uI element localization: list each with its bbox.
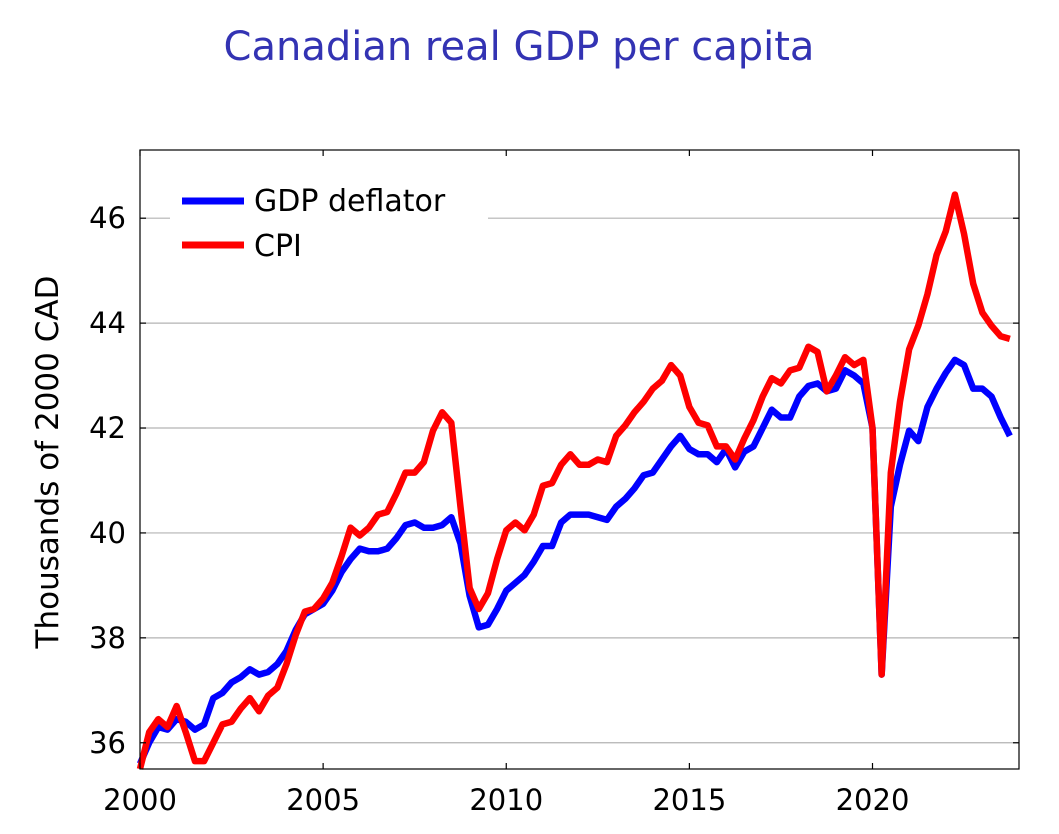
y-tick-label: 36 xyxy=(89,726,126,760)
x-tick-label: 2020 xyxy=(836,783,910,817)
axis-ticks: 36 38 40 42 44 46 2000 2005 2010 2015 2020 xyxy=(89,150,1019,817)
y-axis-label: Thousands of 2000 CAD xyxy=(30,276,66,650)
legend-label-gdp-deflator: GDP deflator xyxy=(254,184,446,219)
plot-frame xyxy=(139,149,1020,770)
legend-background xyxy=(170,172,488,274)
x-tick-label: 2000 xyxy=(103,783,177,817)
x-tick-label: 2005 xyxy=(286,783,360,817)
y-tick-label: 46 xyxy=(89,201,126,235)
y-tick-label: 40 xyxy=(89,516,126,550)
y-tick-label: 38 xyxy=(89,621,126,655)
y-tick-label: 42 xyxy=(89,411,126,445)
series-line-cpi xyxy=(136,191,1011,770)
y-tick-label: 44 xyxy=(89,306,126,340)
chart-title: Canadian real GDP per capita xyxy=(224,24,815,70)
grid-lines xyxy=(140,217,1019,744)
legend: GDP deflator CPI xyxy=(170,172,488,274)
series-lines xyxy=(136,191,1013,770)
legend-label-cpi: CPI xyxy=(254,229,302,264)
x-tick-label: 2015 xyxy=(652,783,726,817)
x-tick-label: 2010 xyxy=(469,783,543,817)
